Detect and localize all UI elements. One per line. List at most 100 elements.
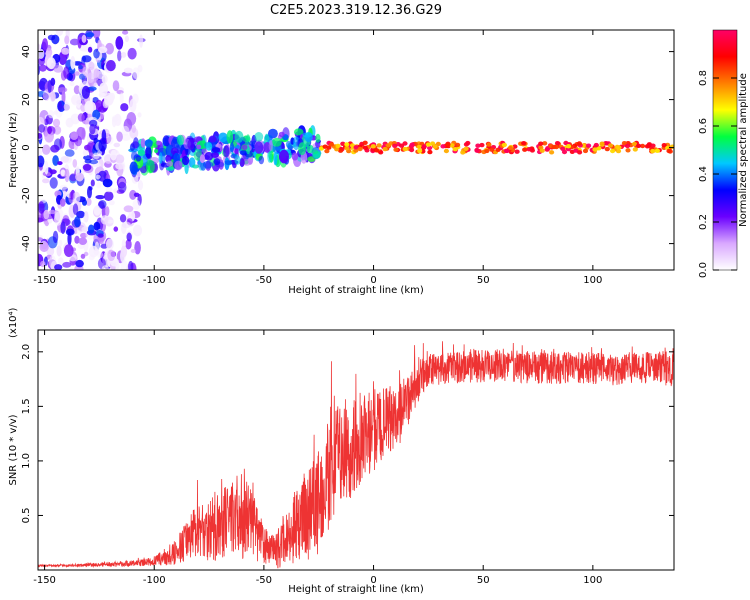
snr-ticks: -150 -100 -50 0 50 100 0.5 1.0 1.5 2.0 (21, 330, 674, 586)
spectrogram-blob (213, 158, 221, 166)
spectrogram-blob (130, 249, 136, 253)
spectrogram-blob (338, 148, 344, 153)
spectrogram-blob (103, 191, 114, 202)
spectrogram-blob (59, 184, 68, 190)
spectrogram-blob (87, 46, 93, 53)
spectrogram-blob (106, 60, 116, 72)
spectrogram-blob (97, 233, 104, 238)
spectrogram-blob (38, 124, 46, 133)
x-tick-label: -100 (143, 275, 166, 286)
spectrogram-blob (592, 147, 598, 152)
spectrogram-blob (241, 144, 248, 150)
spectrogram-blob (215, 143, 222, 148)
spectrogram-blob (70, 94, 81, 106)
spectrogram-blob (522, 147, 528, 152)
spectrogram-blob (120, 260, 128, 270)
spectrogram-blob (53, 110, 59, 115)
spectrogram-blob (455, 142, 461, 148)
figure-title: C2E5.2023.319.12.36.G29 (270, 3, 442, 18)
spectrogram-blob (85, 32, 95, 38)
spectrogram-blob (70, 56, 76, 70)
spectrogram-blob (112, 80, 120, 92)
spectrogram-blob (425, 142, 432, 147)
spectrogram-blob (604, 146, 610, 152)
spectrogram-blob (443, 148, 449, 154)
spectrogram-blob (58, 257, 64, 265)
spectrogram-blob (82, 163, 92, 171)
spectrogram-blob (49, 177, 58, 189)
spectrogram-blob (452, 147, 458, 152)
spectrogram-ticks: -150 -100 -50 0 50 100 -40 -20 0 20 40 (21, 30, 674, 286)
spectrogram-blob (577, 150, 583, 155)
spectrogram-blob (223, 145, 230, 158)
spectrogram-blob (53, 125, 62, 135)
spectrogram-heatmap (38, 30, 674, 270)
x-tick-label: -100 (143, 575, 166, 586)
spectrogram-blob (72, 191, 81, 204)
x-tick-label: 0 (370, 575, 376, 586)
spectrogram-blob (72, 159, 78, 168)
spectrogram-blob (218, 132, 228, 143)
spectrogram-blob (122, 30, 129, 35)
y-tick-label: -40 (21, 235, 32, 251)
spectrogram-blob (334, 147, 340, 152)
spectrogram-blob (328, 142, 335, 147)
spectrogram-blob (53, 65, 64, 73)
spectrogram-blob (650, 148, 656, 154)
spectrogram-blob (81, 85, 90, 99)
spectrogram-blob (484, 148, 490, 154)
spectrogram-blob (62, 261, 72, 268)
spectrogram-blob (242, 135, 251, 143)
spectrogram-blob (102, 178, 113, 188)
spectrogram-blob (133, 192, 140, 197)
spectrogram-blob (539, 148, 545, 153)
spectrogram-blob (113, 226, 119, 232)
spectrogram-blob (538, 141, 544, 146)
spectrogram-blob (55, 30, 64, 36)
spectrogram-blob (650, 143, 656, 148)
spectrogram-blob (121, 125, 130, 136)
colorbar-tick-label: 0.6 (698, 118, 709, 134)
spectrogram-blob (101, 129, 107, 144)
spectrogram-blob (75, 172, 84, 181)
spectrogram-blob (409, 142, 415, 147)
y-tick-label: 40 (21, 45, 32, 58)
spectrogram-blob (105, 186, 113, 193)
spectrogram-blob (87, 86, 97, 91)
spectrogram-blob (549, 150, 555, 155)
spectrogram-blob (610, 148, 616, 154)
spectrogram-blob (211, 147, 221, 153)
spectrogram-blob (165, 144, 174, 158)
spectrogram-blob (514, 149, 520, 154)
spectrogram-blob (140, 138, 146, 148)
spectrogram-blob (340, 141, 346, 146)
spectrogram-blob (81, 55, 92, 63)
x-tick-label: 50 (477, 575, 490, 586)
spectrogram-blob (154, 148, 159, 154)
colorbar-label: Normalized spectral amplitude (738, 73, 749, 227)
spectrogram-blob (353, 148, 359, 153)
spectrogram-blob (86, 72, 95, 84)
spectrogram-blob (38, 155, 45, 168)
spectrogram-blob (239, 158, 245, 167)
spectrogram-blob (197, 160, 202, 165)
spectrogram-blob (427, 145, 433, 151)
spectrogram-blob (460, 150, 466, 155)
spectrogram-blob (475, 143, 481, 148)
spectrogram-blob (409, 147, 415, 153)
spectrogram-blob (89, 123, 96, 135)
spectrogram-blob (82, 66, 89, 77)
spectrogram-blob (293, 136, 300, 151)
spectrogram-blob (116, 131, 123, 142)
spectrogram-blob (38, 133, 43, 139)
spectrogram-blob (96, 182, 102, 189)
spectrogram-blob (234, 155, 241, 165)
spectrogram-blob (74, 235, 80, 244)
spectrogram-blob (47, 34, 56, 41)
spectrogram-blob (440, 144, 446, 149)
spectrogram-blob (92, 30, 101, 39)
spectrogram-blob (75, 259, 84, 268)
spectrogram-blob (293, 128, 304, 136)
spectrogram-blob (50, 144, 60, 153)
spectrogram-blob (78, 65, 83, 70)
